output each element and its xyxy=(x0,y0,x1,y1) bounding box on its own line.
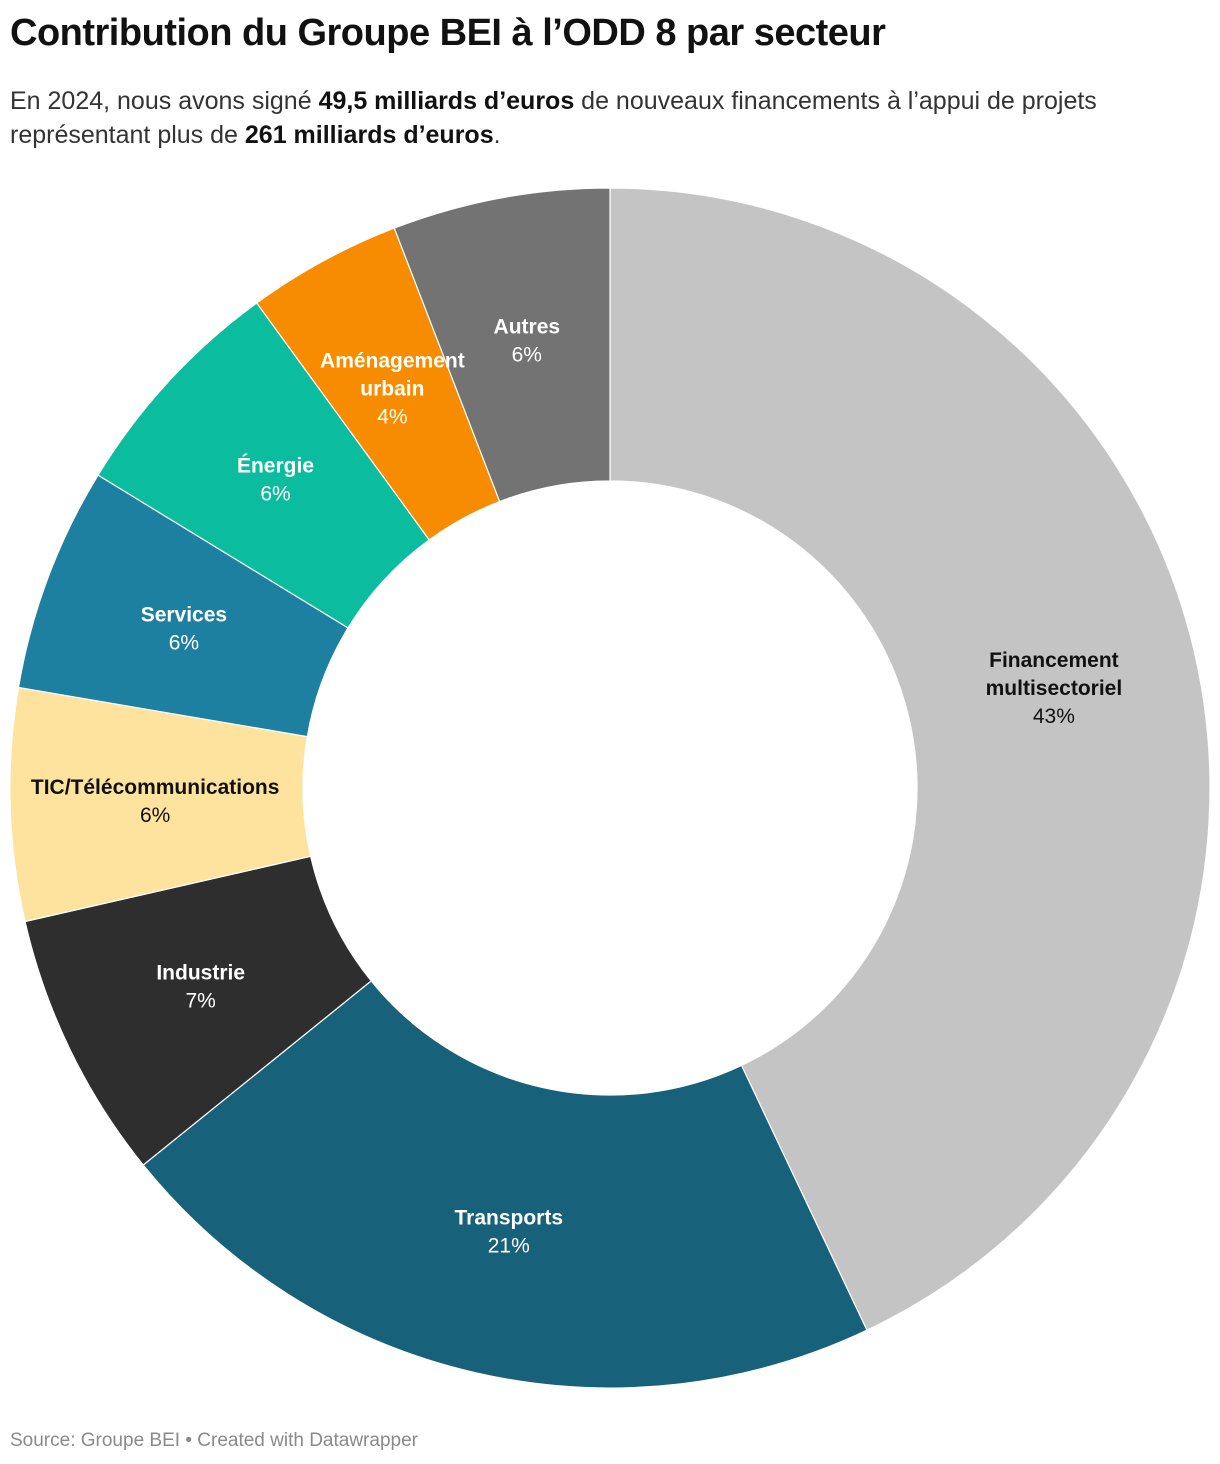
slice-label-services: Services 6% xyxy=(141,603,227,654)
subtitle-text-1: En 2024, nous avons signé xyxy=(10,87,319,115)
slice-label-amenagement-urbain: Aménagement urbain 4% xyxy=(320,349,465,428)
slice-name: Énergie xyxy=(237,455,314,478)
chart-footer: Source: Groupe BEI • Created with Datawr… xyxy=(10,1430,418,1452)
subtitle-text-3: . xyxy=(493,121,501,149)
footer-source: Source: Groupe BEI xyxy=(10,1430,181,1451)
slice-label-industrie: Industrie 7% xyxy=(156,962,245,1013)
subtitle-amount-projects: 261 milliards d’euros xyxy=(244,121,494,149)
chart-title: Contribution du Groupe BEI à l’ODD 8 par… xyxy=(10,12,886,54)
slice-percent: 6% xyxy=(260,483,290,506)
slice-name: Financement xyxy=(989,649,1119,672)
footer-credit: Created with Datawrapper xyxy=(197,1430,418,1451)
footer-separator: • xyxy=(180,1430,198,1451)
slice-name: Aménagement xyxy=(320,349,465,372)
slice-label-autres: Autres 6% xyxy=(494,316,561,367)
slice-label-energie: Énergie 6% xyxy=(237,455,314,506)
slice-name: urbain xyxy=(360,377,424,400)
slice-transports xyxy=(142,980,868,1389)
slice-financement-multisectoriel xyxy=(609,187,1211,1331)
subtitle-amount-signed: 49,5 milliards d’euros xyxy=(318,87,575,115)
slice-percent: 21% xyxy=(488,1235,530,1258)
slice-label-tic-telecommunications: TIC/Télécommunications 6% xyxy=(31,776,280,827)
slice-percent: 6% xyxy=(512,344,542,367)
chart-subtitle: En 2024, nous avons signé 49,5 milliards… xyxy=(10,84,1210,152)
slice-percent: 7% xyxy=(185,990,215,1013)
slice-name: Industrie xyxy=(156,962,245,985)
slice-label-transports: Transports 21% xyxy=(454,1207,563,1258)
slice-percent: 6% xyxy=(169,631,199,654)
slice-percent: 6% xyxy=(140,804,170,827)
slice-name: Transports xyxy=(454,1207,563,1230)
slice-name: Autres xyxy=(494,316,561,339)
slice-percent: 4% xyxy=(377,405,407,428)
subtitle-text-2: de nouveaux financements à l’appui de pr… xyxy=(10,87,1097,149)
slice-percent: 43% xyxy=(1033,705,1075,728)
slice-label-financement-multisectoriel: Financement multisectoriel 43% xyxy=(986,649,1123,728)
slice-name: TIC/Télécommunications xyxy=(31,776,280,799)
slice-autres xyxy=(393,187,611,503)
slice-name: Services xyxy=(141,603,227,626)
slice-name: multisectoriel xyxy=(986,677,1123,700)
